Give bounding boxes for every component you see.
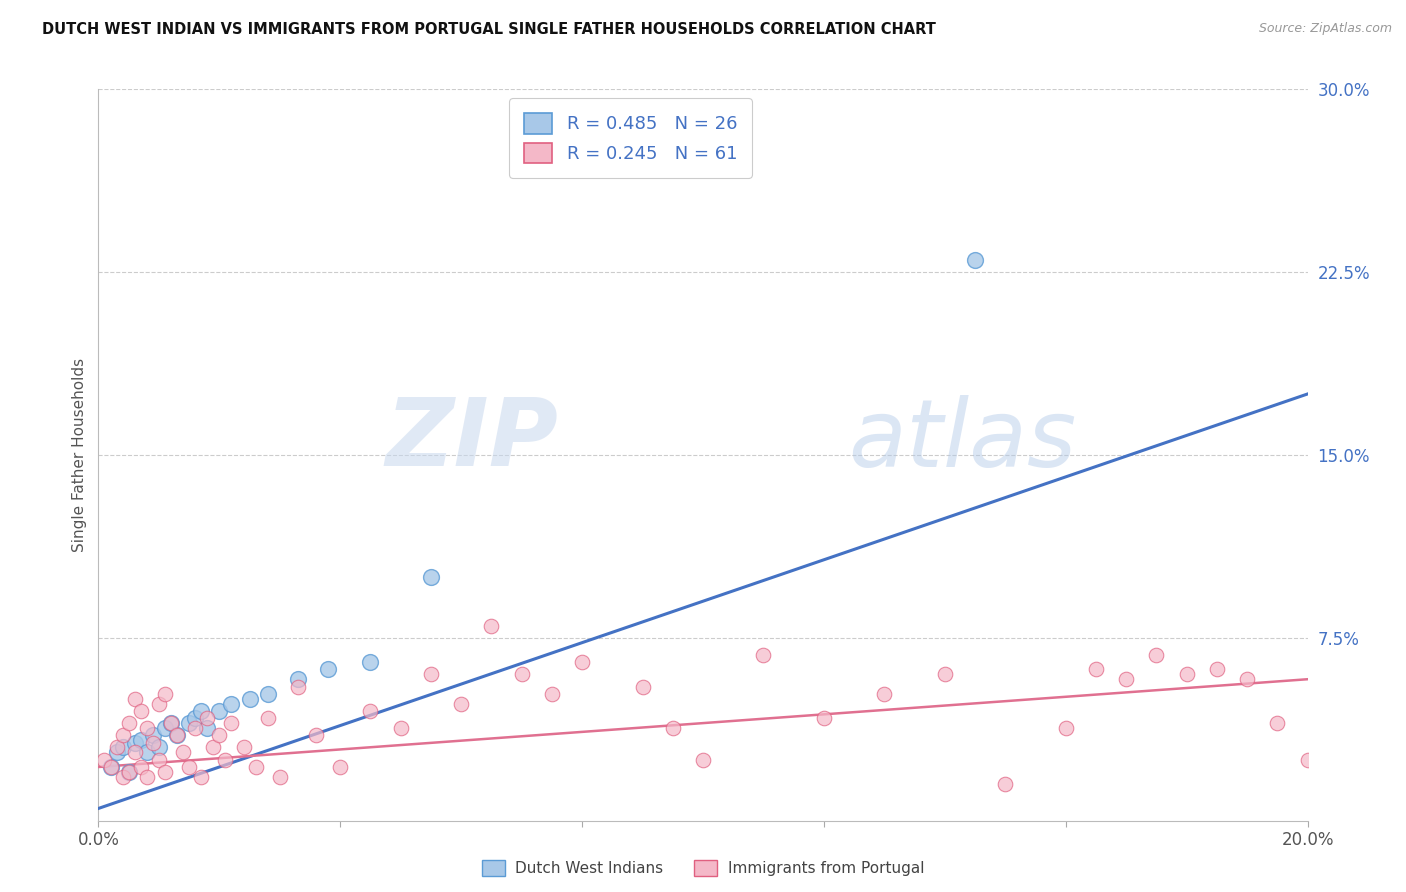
Point: [135, 770, 157, 784]
Point: [172, 745, 194, 759]
Point: [1054, 721, 1077, 735]
Point: [118, 764, 141, 779]
Point: [1267, 716, 1289, 731]
Point: [202, 740, 225, 755]
Text: Source: ZipAtlas.com: Source: ZipAtlas.com: [1258, 22, 1392, 36]
Point: [1115, 672, 1137, 686]
Point: [142, 728, 165, 742]
Point: [118, 716, 141, 731]
Point: [360, 704, 382, 718]
Point: [723, 119, 745, 133]
Point: [160, 716, 183, 731]
Point: [994, 777, 1017, 791]
Point: [305, 728, 328, 742]
Point: [190, 704, 212, 718]
Point: [160, 716, 183, 731]
Point: [153, 721, 176, 735]
Point: [510, 667, 533, 681]
Point: [571, 655, 593, 669]
Point: [873, 687, 896, 701]
Point: [360, 655, 382, 669]
Point: [129, 733, 152, 747]
Point: [389, 721, 412, 735]
Point: [329, 760, 352, 774]
Point: [118, 764, 141, 779]
Point: [135, 721, 157, 735]
Point: [179, 760, 201, 774]
Point: [256, 687, 278, 701]
Point: [124, 745, 146, 759]
Point: [269, 770, 291, 784]
Point: [184, 711, 207, 725]
Point: [1236, 672, 1258, 686]
Point: [153, 687, 176, 701]
Point: [124, 691, 146, 706]
Point: [221, 716, 243, 731]
Point: [153, 764, 176, 779]
Text: DUTCH WEST INDIAN VS IMMIGRANTS FROM PORTUGAL SINGLE FATHER HOUSEHOLDS CORRELATI: DUTCH WEST INDIAN VS IMMIGRANTS FROM POR…: [42, 22, 936, 37]
Point: [105, 745, 128, 759]
Point: [1206, 663, 1229, 677]
Point: [166, 728, 188, 742]
Point: [287, 680, 309, 694]
Point: [287, 672, 309, 686]
Point: [662, 721, 685, 735]
Point: [540, 687, 562, 701]
Point: [111, 740, 134, 755]
Point: [450, 697, 472, 711]
Text: atlas: atlas: [848, 395, 1077, 486]
Point: [111, 728, 134, 742]
Point: [100, 760, 122, 774]
Point: [239, 691, 262, 706]
Point: [129, 704, 152, 718]
Point: [105, 740, 128, 755]
Point: [965, 252, 987, 267]
Point: [420, 570, 443, 584]
Y-axis label: Single Father Households: Single Father Households: [72, 358, 87, 552]
Point: [692, 753, 714, 767]
Point: [195, 711, 218, 725]
Point: [179, 716, 201, 731]
Point: [129, 760, 152, 774]
Point: [93, 753, 115, 767]
Point: [208, 704, 231, 718]
Point: [934, 667, 956, 681]
Point: [190, 770, 212, 784]
Point: [221, 697, 243, 711]
Point: [752, 648, 775, 662]
Point: [148, 740, 170, 755]
Point: [1144, 648, 1167, 662]
Point: [256, 711, 278, 725]
Point: [1085, 663, 1108, 677]
Point: [214, 753, 236, 767]
Point: [481, 618, 503, 632]
Point: [316, 663, 339, 677]
Point: [245, 760, 267, 774]
Point: [208, 728, 231, 742]
Point: [111, 770, 134, 784]
Point: [148, 697, 170, 711]
Legend: Dutch West Indians, Immigrants from Portugal: Dutch West Indians, Immigrants from Port…: [475, 855, 931, 882]
Point: [232, 740, 254, 755]
Point: [135, 745, 157, 759]
Point: [100, 760, 122, 774]
Point: [124, 736, 146, 750]
Point: [1175, 667, 1198, 681]
Point: [195, 721, 218, 735]
Point: [148, 753, 170, 767]
Point: [184, 721, 207, 735]
Text: ZIP: ZIP: [385, 394, 558, 486]
Point: [166, 728, 188, 742]
Point: [420, 667, 443, 681]
Point: [1296, 753, 1319, 767]
Point: [631, 680, 654, 694]
Point: [813, 711, 835, 725]
Point: [142, 736, 165, 750]
